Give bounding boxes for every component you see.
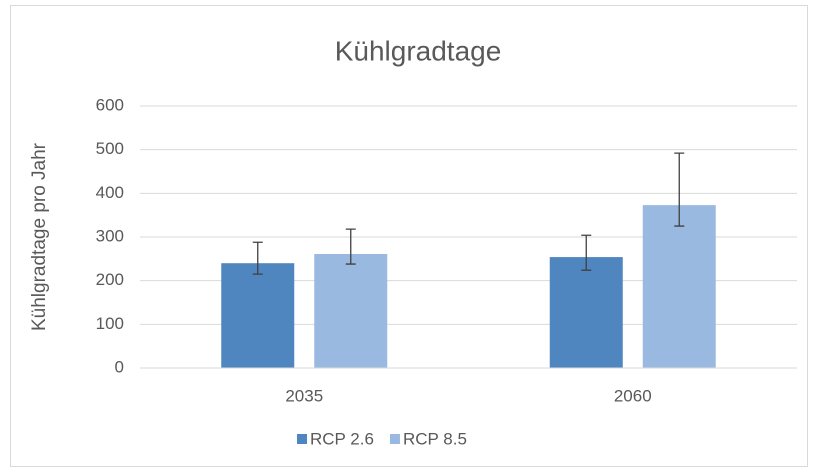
error-bar <box>581 234 592 271</box>
chart-title: Kühlgradtage <box>335 35 502 66</box>
y-tick-label: 400 <box>96 183 124 202</box>
bar <box>221 263 295 368</box>
y-tick-label: 500 <box>96 139 124 158</box>
bar <box>314 254 388 368</box>
legend-swatch <box>389 434 400 444</box>
legend-swatch <box>297 434 307 444</box>
y-tick-label: 300 <box>96 226 124 245</box>
x-tick-label: 2060 <box>614 386 652 405</box>
y-tick-label: 200 <box>96 270 124 289</box>
error-bar <box>674 152 685 227</box>
y-axis-label: Kühlgradtage pro Jahr <box>29 142 50 331</box>
x-tick-label: 2035 <box>285 386 323 405</box>
error-bar <box>345 228 356 265</box>
legend-label: RCP 8.5 <box>403 429 467 448</box>
error-bar <box>252 241 263 275</box>
bar <box>642 205 716 368</box>
bar <box>549 257 623 368</box>
legend-label: RCP 2.6 <box>310 429 374 448</box>
y-tick-label: 600 <box>96 95 124 114</box>
y-tick-label: 100 <box>96 314 124 333</box>
y-tick-label: 0 <box>115 357 124 376</box>
